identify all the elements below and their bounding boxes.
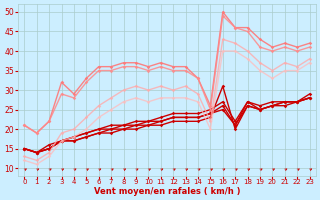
X-axis label: Vent moyen/en rafales ( km/h ): Vent moyen/en rafales ( km/h ): [94, 187, 240, 196]
